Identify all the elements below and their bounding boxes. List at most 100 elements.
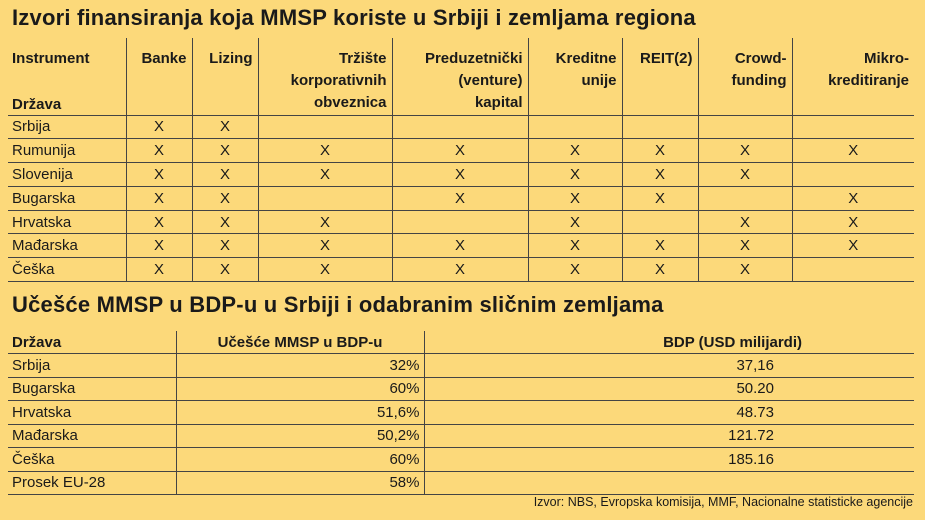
share-cell: 58% — [176, 471, 424, 495]
column-header: Lizing — [192, 38, 258, 115]
availability-cell: X — [126, 139, 192, 163]
country-cell: Hrvatska — [8, 401, 176, 425]
column-header: Preduzetnički (venture) kapital — [392, 38, 528, 115]
column-header-line: Mikro- — [797, 48, 910, 70]
table-row: Bugarska 60% 50.20 — [8, 377, 914, 401]
country-cell: Rumunija — [8, 139, 126, 163]
availability-cell: X — [698, 139, 792, 163]
availability-cell: X — [392, 163, 528, 187]
table-row: Hrvatska X X X X X X — [8, 210, 914, 234]
availability-cell: X — [698, 210, 792, 234]
availability-cell: X — [622, 139, 698, 163]
table-row: Češka 60% 185.16 — [8, 448, 914, 472]
availability-cell — [258, 186, 392, 210]
column-header-line: kreditiranje — [797, 70, 910, 92]
availability-cell — [622, 115, 698, 139]
table-row: Srbija X X — [8, 115, 914, 139]
availability-cell: X — [622, 186, 698, 210]
country-cell: Prosek EU-28 — [8, 471, 176, 495]
column-header: REIT(2) — [622, 38, 698, 115]
country-cell: Slovenija — [8, 163, 126, 187]
availability-cell: X — [698, 258, 792, 282]
instrument-label: Instrument — [12, 48, 90, 70]
availability-cell: X — [258, 234, 392, 258]
availability-cell — [792, 258, 914, 282]
availability-cell — [622, 210, 698, 234]
table-row: Češka X X X X X X X — [8, 258, 914, 282]
availability-cell: X — [622, 163, 698, 187]
column-header-line: REIT(2) — [627, 48, 693, 70]
availability-cell: X — [792, 186, 914, 210]
column-header: Banke — [126, 38, 192, 115]
table-row: Hrvatska 51,6% 48.73 — [8, 401, 914, 425]
availability-cell — [792, 163, 914, 187]
share-cell: 50,2% — [176, 424, 424, 448]
availability-cell: X — [792, 139, 914, 163]
country-label: Država — [12, 94, 61, 116]
availability-cell: X — [192, 258, 258, 282]
availability-cell: X — [126, 186, 192, 210]
availability-cell: X — [192, 186, 258, 210]
gdp-cell: 121.72 — [424, 424, 914, 448]
country-cell: Češka — [8, 448, 176, 472]
column-header-line: Banke — [131, 48, 187, 70]
availability-cell — [698, 115, 792, 139]
availability-cell: X — [392, 139, 528, 163]
availability-cell — [698, 186, 792, 210]
table2-title: Učešće MMSP u BDP-u u Srbiji i odabranim… — [12, 292, 664, 318]
availability-cell — [792, 115, 914, 139]
availability-cell: X — [392, 258, 528, 282]
availability-cell: X — [528, 234, 622, 258]
column-header-line: Kreditne — [533, 48, 617, 70]
availability-cell — [392, 115, 528, 139]
table-row: Bugarska X X X X X X — [8, 186, 914, 210]
table-row: Rumunija X X X X X X X X — [8, 139, 914, 163]
column-header-line: kapital — [397, 92, 523, 114]
gdp-cell — [424, 471, 914, 495]
corner-header: Instrument Država — [8, 38, 126, 115]
availability-cell: X — [392, 234, 528, 258]
availability-cell: X — [192, 139, 258, 163]
column-header-line: Preduzetnički — [397, 48, 523, 70]
table-row: Slovenija X X X X X X X — [8, 163, 914, 187]
source-note: Izvor: NBS, Evropska komisija, MMF, Naci… — [534, 495, 913, 509]
availability-cell: X — [528, 210, 622, 234]
table-row: Mađarska 50,2% 121.72 — [8, 424, 914, 448]
availability-cell: X — [258, 258, 392, 282]
column-header-line: funding — [703, 70, 787, 92]
column-header-line: Lizing — [197, 48, 253, 70]
availability-cell: X — [192, 210, 258, 234]
column-header: Mikro-kreditiranje — [792, 38, 914, 115]
country-cell: Bugarska — [8, 186, 126, 210]
availability-cell — [392, 210, 528, 234]
availability-cell: X — [126, 163, 192, 187]
header-share: Učešće MMSP u BDP-u — [176, 331, 424, 354]
column-header-line: obveznica — [263, 92, 387, 114]
availability-cell: X — [126, 258, 192, 282]
table1-title: Izvori finansiranja koja MMSP koriste u … — [12, 5, 696, 31]
availability-cell: X — [192, 234, 258, 258]
availability-cell: X — [528, 258, 622, 282]
availability-cell: X — [258, 210, 392, 234]
sme-gdp-share-table: Država Učešće MMSP u BDP-u BDP (USD mili… — [8, 331, 914, 495]
country-cell: Srbija — [8, 115, 126, 139]
country-cell: Češka — [8, 258, 126, 282]
availability-cell: X — [258, 163, 392, 187]
availability-cell: X — [126, 210, 192, 234]
gdp-cell: 48.73 — [424, 401, 914, 425]
availability-cell: X — [192, 163, 258, 187]
header-gdp: BDP (USD milijardi) — [424, 331, 914, 354]
column-header-line: Tržište — [263, 48, 387, 70]
availability-cell: X — [528, 163, 622, 187]
availability-cell: X — [698, 234, 792, 258]
column-header-line: Crowd- — [703, 48, 787, 70]
country-cell: Srbija — [8, 354, 176, 378]
table-row: Srbija 32% 37,16 — [8, 354, 914, 378]
column-header-line: unije — [533, 70, 617, 92]
availability-cell: X — [126, 115, 192, 139]
financing-sources-table: Instrument Država Banke Lizing Tržište korp… — [8, 38, 914, 282]
availability-cell: X — [528, 186, 622, 210]
availability-cell: X — [258, 139, 392, 163]
availability-cell: X — [698, 163, 792, 187]
country-cell: Mađarska — [8, 424, 176, 448]
